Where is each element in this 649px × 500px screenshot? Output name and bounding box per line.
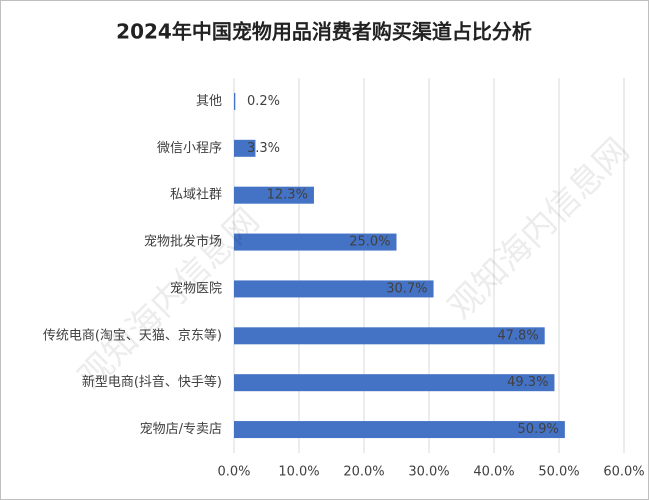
data-label: 30.7% [386,281,427,296]
x-tick-label: 10.0% [278,465,319,480]
bar [234,327,545,345]
y-tick-label: 宠物医院 [170,280,222,296]
data-label: 49.3% [507,375,548,390]
data-label: 12.3% [267,188,308,203]
chart-title: 2024年中国宠物用品消费者购买渠道占比分析 [116,20,532,44]
x-tick-label: 50.0% [538,465,579,480]
data-label: 25.0% [349,235,390,250]
plot-area: 0.0% 10.0% 20.0% 30.0% 40.0% 50.0% 60.0% 其他 0.2%… [43,78,645,480]
y-tick-label: 新型电商(抖音、快手等) [82,374,222,390]
data-label: 47.8% [497,328,538,343]
y-tick-label: 传统电商(淘宝、天猫、京东等) [43,327,222,343]
x-tick-label: 30.0% [408,465,449,480]
data-label: 0.2% [247,94,280,109]
bar [234,186,314,204]
x-tick-label: 0.0% [217,465,250,480]
bar [234,374,555,392]
bar [234,280,434,298]
bar [234,139,256,157]
bar [234,421,565,439]
y-tick-label: 私域社群 [170,187,222,203]
data-label: 3.3% [247,141,280,156]
x-tick-label: 20.0% [343,465,384,480]
y-tick-label: 宠物店/专卖店 [140,421,222,437]
bar [234,92,236,110]
bar [234,233,397,251]
x-tick-label: 40.0% [473,465,514,480]
y-tick-label: 其他 [196,94,222,109]
y-tick-label: 宠物批发市场 [144,234,222,250]
data-label: 50.9% [518,422,559,437]
x-tick-label: 60.0% [603,465,644,480]
y-tick-label: 微信小程序 [157,141,222,156]
